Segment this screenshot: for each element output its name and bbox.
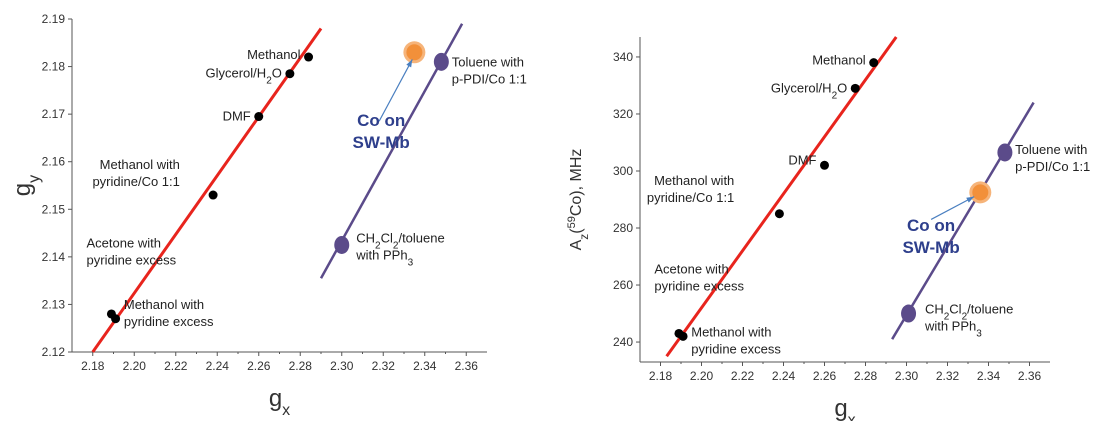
co-arrow xyxy=(930,196,975,220)
data-point-orange xyxy=(972,184,989,201)
x-tick-label: 2.36 xyxy=(455,359,479,373)
annotation-label: with PPh3 xyxy=(355,248,413,269)
data-point-purple xyxy=(433,52,449,71)
y-tick-label: 2.15 xyxy=(42,202,66,216)
annotation-label: pyridine excess xyxy=(654,279,744,294)
x-tick-label: 2.20 xyxy=(690,369,714,383)
data-point-black xyxy=(850,83,860,93)
x-tick-label: 2.36 xyxy=(1018,369,1042,383)
y-tick-label: 280 xyxy=(613,221,633,235)
data-point-black xyxy=(678,331,688,341)
annotation-label: Methanol with xyxy=(124,297,204,312)
annotation-label: Glycerol/H2O xyxy=(206,66,282,87)
x-tick-label: 2.26 xyxy=(813,369,837,383)
x-tick-label: 2.20 xyxy=(123,359,147,373)
y-tick-label: 2.17 xyxy=(42,107,66,121)
co-label-line: Co on xyxy=(357,111,405,130)
data-point-black xyxy=(774,209,784,219)
y-tick-label: 240 xyxy=(613,335,633,349)
co-label-line: Co on xyxy=(907,216,955,235)
annotation-label: Toluene with xyxy=(1015,142,1087,157)
chart-panel-right: 2.18 2.20 2.22 2.24 2.26 2.28 2.30 2.32 2.34 2.36… xyxy=(559,0,1118,421)
annotation-label: with PPh3 xyxy=(924,319,982,340)
co-label-line: SW-Mb xyxy=(353,133,410,152)
y-tick-label: 300 xyxy=(613,164,633,178)
x-tick-label: 2.24 xyxy=(772,369,796,383)
y-tick-label: 2.19 xyxy=(42,12,66,26)
x-tick-label: 2.32 xyxy=(372,359,396,373)
annotation-label: pyridine excess xyxy=(691,341,781,356)
purple-fit-line xyxy=(891,101,1035,340)
x-axis-title: gx xyxy=(269,385,290,419)
data-point-purple xyxy=(334,235,350,254)
annotation-label: DMF xyxy=(788,152,816,167)
annotation-label: CH2Cl2/toluene xyxy=(356,231,444,252)
data-point-black xyxy=(111,314,121,324)
data-point-purple xyxy=(901,304,917,323)
annotation-label: p-PDI/Co 1:1 xyxy=(452,72,527,87)
y-tick-label: 260 xyxy=(613,278,633,292)
data-point-black xyxy=(304,52,314,62)
annotation-label: pyridine/Co 1:1 xyxy=(647,190,734,205)
data-point-orange xyxy=(406,44,423,61)
annotation-label: Acetone with xyxy=(87,235,161,250)
x-tick-label: 2.26 xyxy=(247,359,271,373)
co-arrowhead xyxy=(406,59,413,68)
co-label-line: SW-Mb xyxy=(902,238,959,257)
annotation-label: pyridine excess xyxy=(124,314,214,329)
y-tick-label: 2.14 xyxy=(42,250,66,264)
x-tick-label: 2.28 xyxy=(854,369,878,383)
red-fit-line xyxy=(91,27,323,353)
x-tick-label: 2.28 xyxy=(289,359,313,373)
annotation-label: pyridine excess xyxy=(87,252,177,267)
x-tick-label: 2.18 xyxy=(649,369,673,383)
y-tick-label: 2.13 xyxy=(42,297,66,311)
annotation-label: DMF xyxy=(223,109,251,124)
annotation-label: Acetone with xyxy=(654,262,728,277)
x-tick-label: 2.32 xyxy=(936,369,960,383)
x-axis-title: gx xyxy=(834,395,855,421)
co-arrow xyxy=(378,59,413,122)
annotation-label: pyridine/Co 1:1 xyxy=(92,174,179,189)
chart-gy-vs-gx: 2.18 2.20 2.22 2.24 2.26 2.28 2.30 2.32 2.34 2.36… xyxy=(9,12,527,419)
co-arrowhead xyxy=(966,196,975,203)
y-tick-label: 2.18 xyxy=(42,60,66,74)
x-tick-label: 2.34 xyxy=(413,359,437,373)
y-tick-label: 320 xyxy=(613,107,633,121)
x-tick-label: 2.24 xyxy=(206,359,230,373)
annotation-label: Methanol xyxy=(812,53,866,68)
x-tick-label: 2.22 xyxy=(731,369,755,383)
annotation-label: Toluene with xyxy=(452,55,524,70)
annotation-label: Methanol with xyxy=(100,157,180,172)
annotation-label: p-PDI/Co 1:1 xyxy=(1015,159,1090,174)
y-tick-label: 2.16 xyxy=(42,155,66,169)
data-point-black xyxy=(869,58,879,68)
chart-az-vs-gx: 2.18 2.20 2.22 2.24 2.26 2.28 2.30 2.32 2.34 2.36… xyxy=(566,36,1090,421)
data-point-black xyxy=(254,112,264,122)
y-axis-title: gy xyxy=(9,175,43,196)
data-point-black xyxy=(820,160,829,170)
data-point-black xyxy=(208,190,218,200)
x-tick-label: 2.34 xyxy=(977,369,1001,383)
annotation-label: CH2Cl2/toluene xyxy=(925,302,1013,323)
y-axis-title: Az(59Co), MHz xyxy=(566,149,591,251)
y-tick-label: 340 xyxy=(613,50,633,64)
x-tick-label: 2.30 xyxy=(895,369,919,383)
y-tick-label: 2.12 xyxy=(42,345,66,359)
x-tick-label: 2.18 xyxy=(81,359,105,373)
annotation-label: Methanol xyxy=(247,47,301,62)
annotation-label: Methanol with xyxy=(691,324,771,339)
chart-panel-left: 2.18 2.20 2.22 2.24 2.26 2.28 2.30 2.32 2.34 2.36… xyxy=(9,12,527,419)
annotation-label: Glycerol/H2O xyxy=(771,80,847,101)
x-tick-label: 2.30 xyxy=(330,359,354,373)
annotation-label: Methanol with xyxy=(654,173,734,188)
x-tick-label: 2.22 xyxy=(164,359,188,373)
data-point-black xyxy=(285,69,295,79)
data-point-purple xyxy=(997,143,1013,162)
